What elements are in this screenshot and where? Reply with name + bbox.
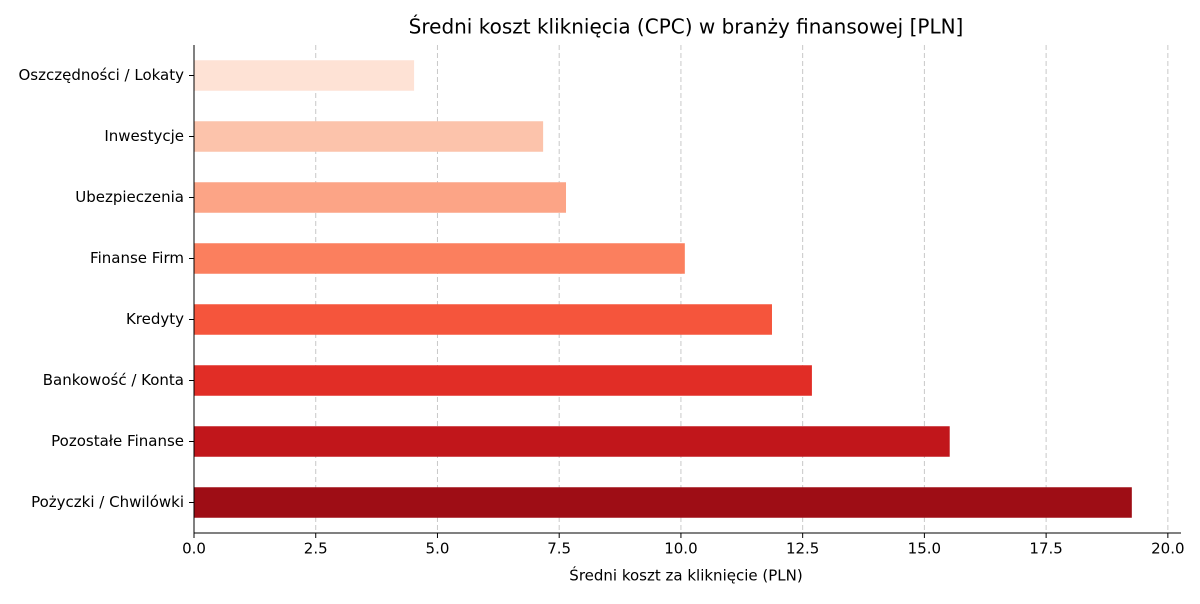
- y-tick-label: Finanse Firm: [90, 249, 184, 267]
- x-tick-label: 0.0: [182, 540, 206, 558]
- y-tick-label: Oszczędności / Lokaty: [18, 66, 184, 84]
- x-tick-label: 2.5: [304, 540, 328, 558]
- bar: [194, 304, 772, 335]
- bar: [194, 426, 950, 457]
- bar: [194, 182, 567, 213]
- x-tick-label: 15.0: [908, 540, 941, 558]
- bar: [194, 365, 812, 396]
- x-tick-label: 7.5: [547, 540, 571, 558]
- y-tick-label: Kredyty: [126, 310, 184, 328]
- x-tick-label: 12.5: [786, 540, 819, 558]
- x-tick-label: 10.0: [664, 540, 697, 558]
- y-tick-label: Pożyczki / Chwilówki: [31, 493, 184, 511]
- chart-title: Średni koszt kliknięcia (CPC) w branży f…: [409, 15, 964, 39]
- bar: [194, 121, 544, 152]
- y-tick-label: Inwestycje: [104, 127, 184, 145]
- x-axis-label: Średni koszt za kliknięcie (PLN): [569, 566, 802, 585]
- x-tick-label: 17.5: [1029, 540, 1062, 558]
- x-tick-label: 20.0: [1151, 540, 1184, 558]
- y-tick-label: Pozostałe Finanse: [51, 432, 184, 450]
- bar: [194, 60, 415, 91]
- y-tick-label: Bankowość / Konta: [43, 371, 184, 389]
- y-tick-label: Ubezpieczenia: [75, 188, 184, 206]
- x-tick-label: 5.0: [426, 540, 450, 558]
- bar: [194, 487, 1132, 518]
- bar: [194, 243, 685, 274]
